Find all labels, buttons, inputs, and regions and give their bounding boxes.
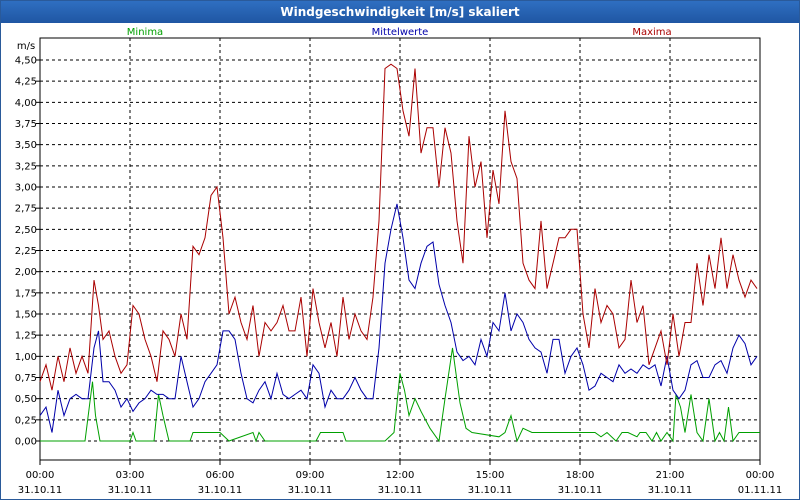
x-tick-date: 31.10.11 xyxy=(468,485,513,496)
y-tick-label: 3,75 xyxy=(15,119,37,130)
chart-title: Windgeschwindigkeit [m/s] skaliert xyxy=(1,1,799,23)
series-mittelwerte xyxy=(39,203,758,433)
series-maxima xyxy=(39,63,758,391)
legend-mittelwerte: Mittelwerte xyxy=(372,27,429,38)
x-tick-time: 15:00 xyxy=(476,470,505,481)
legend-maxima: Maxima xyxy=(632,27,671,38)
y-tick-label: 1,75 xyxy=(15,288,37,299)
y-tick-label: 3,25 xyxy=(15,161,37,172)
x-tick-date: 31.10.11 xyxy=(198,485,243,496)
y-axis-ticks: 0,00 0,25 0,50 0,75 1,00 1,25 1,50 1,75 2,00 2,25… xyxy=(15,56,40,448)
x-tick-date: 31.10.11 xyxy=(18,485,63,496)
x-tick-time: 03:00 xyxy=(116,470,145,481)
x-tick-date: 31.10.11 xyxy=(378,485,423,496)
x-tick-time: 18:00 xyxy=(566,470,595,481)
x-tick-time: 12:00 xyxy=(386,470,415,481)
y-tick-label: 0,75 xyxy=(15,373,37,384)
y-tick-label: 3,50 xyxy=(15,140,37,151)
x-tick-time: 00:00 xyxy=(26,470,55,481)
y-tick-label: 2,75 xyxy=(15,204,37,215)
y-tick-label: 2,00 xyxy=(15,267,37,278)
x-tick-date: 01.11.11 xyxy=(738,485,783,496)
y-tick-label: 1,50 xyxy=(15,310,37,321)
x-axis-ticks: 00:00 31.10.11 03:00 31.10.11 06:00 31.10.11 0… xyxy=(18,460,783,496)
x-tick-date: 31.10.11 xyxy=(558,485,603,496)
x-tick-date: 31.10.11 xyxy=(288,485,333,496)
y-tick-label: 0,50 xyxy=(15,394,37,405)
grid-lines xyxy=(40,38,760,460)
y-tick-label: 0,25 xyxy=(15,415,37,426)
x-tick-time: 21:00 xyxy=(656,470,685,481)
y-tick-label: 4,00 xyxy=(15,98,37,109)
y-tick-label: 4,50 xyxy=(15,56,37,67)
y-tick-label: 0,00 xyxy=(15,437,37,448)
x-tick-date: 31.10.11 xyxy=(108,485,153,496)
x-tick-time: 09:00 xyxy=(296,470,325,481)
y-tick-label: 1,25 xyxy=(15,331,37,342)
x-tick-date: 31.10.11 xyxy=(648,485,693,496)
x-tick-time: 06:00 xyxy=(206,470,235,481)
y-axis-label: m/s xyxy=(17,41,35,52)
x-tick-time: 00:00 xyxy=(746,470,775,481)
y-tick-label: 4,25 xyxy=(15,77,37,88)
y-tick-label: 2,25 xyxy=(15,246,37,257)
y-tick-label: 3,00 xyxy=(15,183,37,194)
series-minima xyxy=(40,347,760,443)
y-tick-label: 2,50 xyxy=(15,225,37,236)
y-tick-label: 1,00 xyxy=(15,352,37,363)
series-lines xyxy=(39,63,760,443)
legend-minima: Minima xyxy=(127,27,163,38)
